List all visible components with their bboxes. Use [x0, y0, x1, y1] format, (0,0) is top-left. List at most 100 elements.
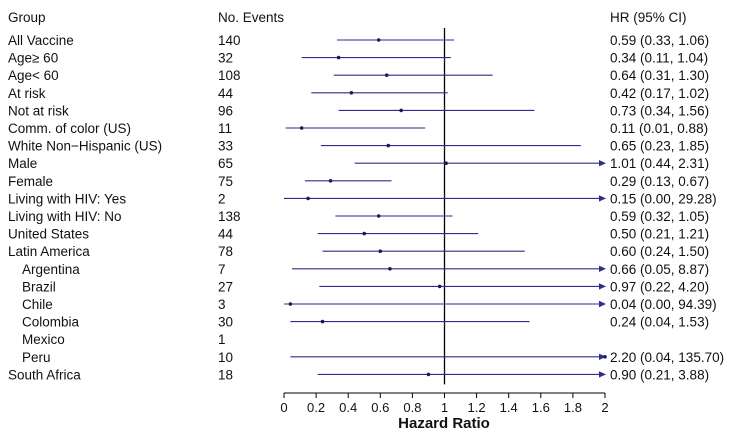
row-group-label: Brazil: [22, 279, 56, 294]
row-group-label: Peru: [22, 350, 51, 365]
row-group-label: Male: [8, 156, 37, 171]
row-group-label: Living with HIV: Yes: [8, 191, 126, 206]
x-tick-label: 0.6: [371, 400, 389, 415]
hr-point: [328, 179, 333, 183]
hr-point: [320, 319, 325, 324]
hr-point: [426, 372, 431, 377]
forest-row: Living with HIV: Yes 2 0.15 (0.00, 29.28): [8, 191, 717, 206]
x-tick-label: 1: [441, 400, 448, 415]
row-hr-ci: 0.59 (0.32, 1.05): [610, 209, 709, 224]
row-group-label: Argentina: [22, 262, 80, 277]
row-hr-ci: 0.64 (0.31, 1.30): [610, 68, 709, 83]
x-tick-label: 1.4: [500, 400, 518, 415]
forest-row: Mexico 1: [22, 332, 226, 347]
row-group-label: Age≥ 60: [8, 51, 58, 66]
row-group-label: Mexico: [22, 332, 65, 347]
x-tick-label: 1.6: [532, 400, 550, 415]
forest-row: Chile 3 0.04 (0.00, 94.39): [22, 297, 717, 312]
forest-row: Brazil 27 0.97 (0.22, 4.20): [22, 279, 709, 294]
forest-row: Latin America 78 0.60 (0.24, 1.50): [8, 244, 709, 259]
forest-row: United States 44 0.50 (0.21, 1.21): [8, 227, 709, 242]
row-hr-ci: 1.01 (0.44, 2.31): [610, 156, 709, 171]
row-hr-ci: 0.04 (0.00, 94.39): [610, 297, 717, 312]
ci-arrow: [599, 195, 606, 202]
header-events: No. Events: [218, 10, 284, 25]
row-hr-ci: 0.97 (0.22, 4.20): [610, 279, 709, 294]
forest-row: Age≥ 60 32 0.34 (0.11, 1.04): [8, 51, 708, 66]
row-events: 18: [218, 367, 233, 382]
row-hr-ci: 0.24 (0.04, 1.53): [610, 315, 709, 330]
row-group-label: South Africa: [8, 367, 81, 382]
row-group-label: United States: [8, 227, 89, 242]
x-tick-label: 2: [601, 400, 608, 415]
row-group-label: All Vaccine: [8, 33, 74, 48]
row-events: 1: [218, 332, 226, 347]
row-events: 3: [218, 297, 226, 312]
row-hr-ci: 0.60 (0.24, 1.50): [610, 244, 709, 259]
x-axis: 0 0.2 0.4 0.6 0.8 1 1.2 1.4 1.6 1.8 2: [280, 392, 609, 415]
row-hr-ci: 0.50 (0.21, 1.21): [610, 227, 709, 242]
row-hr-ci: 0.34 (0.11, 1.04): [610, 51, 708, 66]
row-group-label: Latin America: [8, 244, 90, 259]
row-events: 140: [218, 33, 241, 48]
row-events: 108: [218, 68, 241, 83]
row-hr-ci: 0.11 (0.01, 0.88): [610, 121, 708, 136]
row-events: 44: [218, 86, 234, 101]
row-events: 32: [218, 51, 233, 66]
hr-point: [399, 108, 403, 113]
row-hr-ci: 0.29 (0.13, 0.67): [610, 174, 709, 189]
row-group-label: Not at risk: [8, 103, 69, 118]
hr-point: [288, 302, 293, 306]
forest-row: All Vaccine 140 0.59 (0.33, 1.06): [8, 33, 709, 48]
row-hr-ci: 0.42 (0.17, 1.02): [610, 86, 709, 101]
forest-row: Male 65 1.01 (0.44, 2.31): [8, 156, 709, 171]
hr-point: [376, 38, 381, 42]
row-group-label: At risk: [8, 86, 46, 101]
row-events: 65: [218, 156, 233, 171]
row-group-label: Colombia: [22, 315, 80, 330]
hr-point: [388, 267, 392, 271]
row-hr-ci: 0.59 (0.33, 1.06): [610, 33, 709, 48]
forest-row: South Africa 18 0.90 (0.21, 3.88): [8, 367, 709, 382]
x-tick-label: 0.4: [339, 400, 357, 415]
x-tick-label: 0: [280, 400, 287, 415]
row-group-label: White Non−Hispanic (US): [8, 139, 162, 154]
hr-point: [437, 284, 442, 289]
row-group-label: Age< 60: [8, 68, 59, 83]
row-events: 33: [218, 139, 233, 154]
forest-row: Argentina 7 0.66 (0.05, 8.87): [22, 262, 709, 277]
row-events: 78: [218, 244, 233, 259]
forest-row: White Non−Hispanic (US) 33 0.65 (0.23, 1.8…: [8, 139, 709, 154]
row-events: 75: [218, 174, 233, 189]
ci-arrow: [599, 283, 606, 290]
ci-arrow: [599, 265, 606, 272]
x-axis-title: Hazard Ratio: [398, 415, 490, 432]
forest-row: Comm. of color (US) 11 0.11 (0.01, 0.88): [8, 121, 708, 136]
row-events: 11: [218, 121, 232, 136]
hr-point: [306, 196, 310, 201]
forest-row: Living with HIV: No 138 0.59 (0.32, 1.05): [8, 209, 709, 224]
row-events: 2: [218, 191, 226, 206]
hr-point: [336, 55, 341, 60]
hr-point: [378, 249, 383, 253]
ci-arrow: [599, 300, 606, 308]
row-events: 7: [218, 262, 226, 277]
row-events: 27: [218, 279, 233, 294]
row-hr-ci: 0.90 (0.21, 3.88): [610, 367, 709, 382]
forest-row: Not at risk 96 0.73 (0.34, 1.56): [8, 103, 709, 118]
x-tick-label: 1.8: [564, 400, 582, 415]
hr-point: [603, 355, 607, 359]
row-group-label: Living with HIV: No: [8, 209, 122, 224]
row-hr-ci: 0.66 (0.05, 8.87): [610, 262, 709, 277]
header-hr: HR (95% CI): [610, 10, 687, 25]
x-tick-label: 1.2: [468, 400, 486, 415]
row-group-label: Chile: [22, 297, 53, 312]
forest-row: Peru 10 2.20 (0.04, 135.70): [22, 350, 724, 365]
forest-row: Female 75 0.29 (0.13, 0.67): [8, 174, 709, 189]
forest-row: At risk 44 0.42 (0.17, 1.02): [8, 86, 709, 101]
ci-arrow: [599, 353, 606, 360]
row-hr-ci: 0.73 (0.34, 1.56): [610, 103, 709, 118]
forest-row: Age< 60 108 0.64 (0.31, 1.30): [8, 68, 709, 83]
row-events: 10: [218, 350, 233, 365]
